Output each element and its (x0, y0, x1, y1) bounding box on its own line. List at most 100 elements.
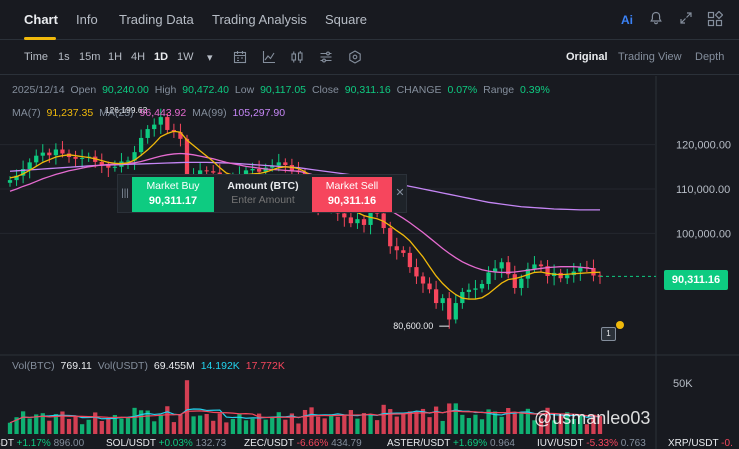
volume-bar (119, 418, 124, 434)
amount-section: Amount (BTC) (214, 177, 312, 212)
volume-bar (138, 410, 144, 434)
hexagon-icon[interactable] (348, 50, 364, 66)
candle-body (440, 298, 445, 304)
interval-1s[interactable]: 1s (58, 51, 70, 63)
volume-bar (335, 416, 340, 434)
view-original[interactable]: Original (566, 51, 608, 63)
candle-body (545, 266, 550, 276)
close-value: 90,311.16 (344, 84, 391, 96)
ticker-item[interactable]: XRP/USDT -0. (668, 438, 733, 449)
amount-label: Amount (BTC) (227, 180, 299, 192)
volume-bar (401, 413, 406, 434)
interval-1w[interactable]: 1W (177, 51, 194, 63)
vol-ma2-value: 17.772K (245, 360, 285, 372)
volume-bar (53, 414, 59, 434)
ticker-item[interactable]: ASTER/USDT +1.69% 0.964 (387, 438, 515, 449)
volume-bar (374, 420, 380, 434)
volume-bar (329, 414, 334, 434)
tab-trading-analysis[interactable]: Trading Analysis (212, 12, 307, 27)
candle-body (283, 162, 288, 166)
market-sell-button[interactable]: Market Sell 90,311.16 (312, 177, 392, 212)
market-buy-button[interactable]: Market Buy 90,311.17 (132, 177, 214, 212)
settings-icon[interactable] (319, 50, 335, 66)
candle-body (125, 160, 131, 162)
candle-body (414, 267, 419, 277)
close-icon[interactable]: ✕ (395, 187, 405, 199)
volume-bar (473, 414, 478, 434)
candle-body (138, 137, 144, 153)
tab-trading-data[interactable]: Trading Data (119, 12, 194, 27)
volume-bar (565, 412, 570, 434)
volume-bar (427, 417, 432, 434)
candle-body (276, 162, 281, 166)
interval-4h[interactable]: 4H (131, 51, 146, 63)
volume-bar (551, 420, 557, 434)
candle-body (243, 170, 249, 175)
candle-body (361, 219, 367, 225)
chart-area[interactable]: 120,000.00 110,000.00 100,000.00 50K 126,19… (0, 76, 739, 449)
volume-bar (256, 413, 262, 434)
volume-bar (322, 418, 327, 434)
interval-15m[interactable]: 15m (79, 51, 101, 63)
tab-info[interactable]: Info (76, 12, 98, 27)
vol-usdt-value: 69.455M (153, 360, 195, 372)
price-chart[interactable]: 120,000.00 110,000.00 100,000.00 50K 126,19… (0, 76, 739, 449)
candle-body (79, 157, 85, 159)
candle-body (512, 274, 517, 288)
tab-square[interactable]: Square (325, 12, 367, 27)
candle-body (499, 262, 504, 269)
lock-icon[interactable]: 1 (601, 327, 616, 341)
view-depth[interactable]: Depth (695, 51, 725, 63)
volume-bar (368, 414, 373, 434)
high-marker-label: 126,199.63 (105, 105, 148, 115)
market-buy-price: 90,311.17 (148, 195, 198, 207)
volume-bar (407, 411, 413, 434)
indicator-icon[interactable] (262, 50, 278, 66)
vol-ma1-value: 14.192K (200, 360, 240, 372)
volume-bar (558, 414, 563, 434)
tab-chart[interactable]: Chart (24, 12, 58, 27)
interval-1h[interactable]: 1H (108, 51, 123, 63)
candle-type-icon[interactable] (290, 50, 306, 66)
market-sell-label: Market Sell (325, 180, 379, 192)
volume-bar (460, 414, 465, 434)
interval-dropdown-icon[interactable]: ▾ (207, 52, 213, 64)
volume-bar (381, 404, 386, 434)
low-marker-label: 80,600.00 (393, 321, 433, 331)
volume-bar (191, 416, 196, 434)
candle-body (394, 246, 399, 251)
amount-input[interactable] (215, 194, 311, 206)
change-label: CHANGE (396, 84, 442, 96)
drag-handle-icon[interactable]: ||| (121, 188, 129, 199)
volume-bar (211, 420, 216, 434)
volume-bar (99, 421, 104, 434)
volume-bar (466, 418, 472, 434)
volume-bar (217, 413, 222, 434)
grid-icon[interactable] (706, 10, 724, 29)
volume-bar (132, 407, 137, 434)
interval-time[interactable]: Time (24, 51, 49, 63)
view-trading-view[interactable]: Trading View (618, 51, 682, 63)
candle-body (388, 228, 393, 247)
candle-body (158, 117, 163, 125)
low-label: Low (234, 84, 255, 96)
high-label: High (154, 84, 177, 96)
bell-icon[interactable] (647, 11, 665, 29)
candle-body (401, 250, 406, 253)
volume-bar (152, 421, 157, 434)
volume-bar (34, 414, 39, 434)
volume-bar (66, 418, 72, 434)
interval-1d[interactable]: 1D (154, 51, 169, 63)
ticker-item[interactable]: SDT +1.17% 896.00 (0, 438, 85, 449)
calendar-icon[interactable] (233, 50, 249, 66)
ticker-item[interactable]: SOL/USDT +0.03% 132.73 (106, 438, 227, 449)
candle-body (40, 152, 45, 156)
expand-icon[interactable] (677, 11, 695, 29)
volume-bar (571, 418, 576, 434)
volume-bar (479, 419, 485, 434)
candle-body (256, 169, 262, 172)
ticker-item[interactable]: ZEC/USDT -6.66% 434.79 (244, 438, 362, 449)
ai-icon[interactable]: Ai (621, 13, 633, 27)
volume-bar (597, 416, 603, 434)
ticker-item[interactable]: IUV/USDT -5.33% 0.763 (537, 438, 646, 449)
